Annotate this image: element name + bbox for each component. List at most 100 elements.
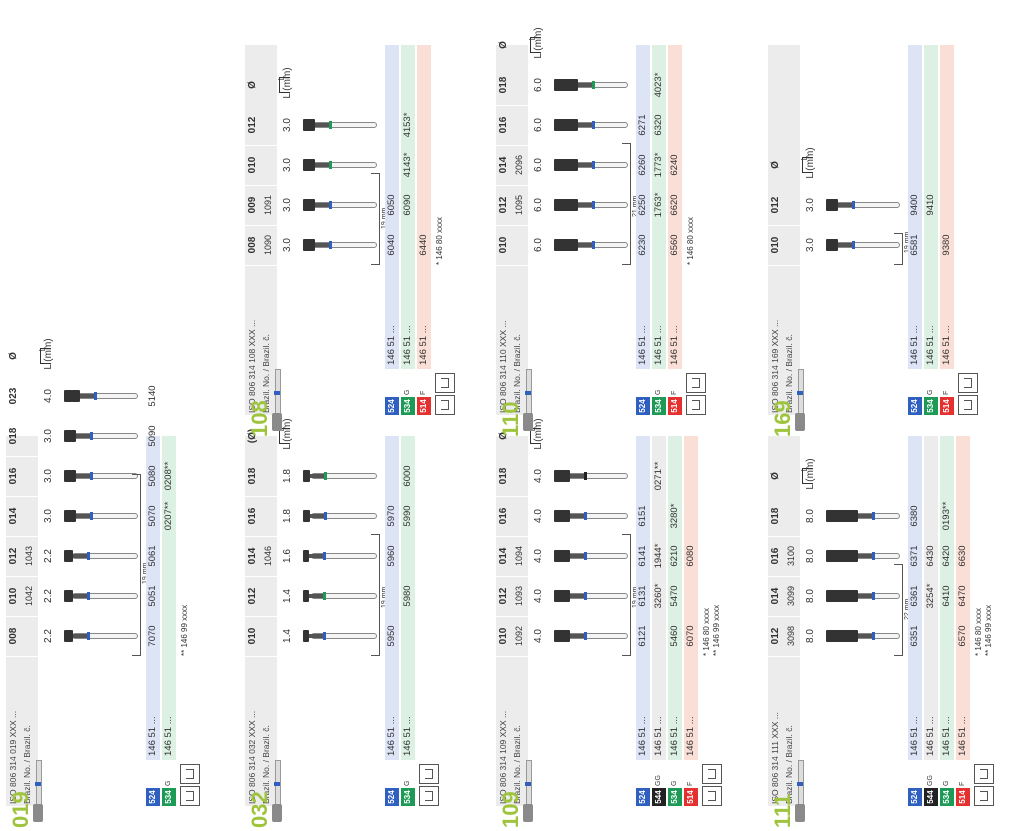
grit-label: GG [927,775,934,786]
length-value: 3.0 [282,238,293,252]
bur-band [90,432,93,440]
bur-head [826,590,858,602]
bur-head [554,159,578,171]
length-value: 4.0 [533,509,544,523]
color-code-badge: 534 [401,788,415,806]
color-code-badge: 534 [401,397,415,415]
tooth-preparation-icon [702,764,722,784]
bur-head [795,804,805,822]
length-value: 3.0 [805,238,816,252]
length-value: 8.0 [805,509,816,523]
iso-number: ISO 806 314 019 XXX ... [8,710,18,804]
product-panel-019: ISO 806 314 019 XXX ... Brazil. No. / Bra… [6,338,218,806]
size-018: 018 [498,467,509,485]
order-number: 5990 [402,505,413,527]
grit-label: GG [655,775,662,786]
bur-drawing [824,496,904,536]
product-panel-169: ISO 806 314 169 XXX ... Brazil. No. / Bra… [768,45,980,415]
color-code-badge: 524 [636,397,650,415]
table-header: ISO 806 314 108 XXX ... Brazil. No. / Bra… [245,45,277,415]
length-value: 6.0 [533,198,544,212]
size-010: 010 [247,156,258,174]
bur-neck [570,634,584,638]
bur-drawing [552,65,632,105]
bur-head [64,470,76,482]
header-separator [496,265,528,266]
order-row-524: 524 146 51 ... 6121 6131 6141 6151 [636,436,650,806]
header-separator [245,225,277,226]
color-code-badge: 524 [385,397,399,415]
order-row-534: 534 G 146 51 ... 5460 5470 6210 3280* [668,436,682,806]
order-number: 6361 [909,585,920,607]
brazil-prefix: 146 51 ... [925,325,936,365]
bur-drawing [552,225,632,265]
order-number: 5090 [147,425,158,447]
size-012: 012 [247,116,258,134]
grit-label: G [927,389,934,395]
bur-head [33,804,43,822]
order-number: 6250 [637,194,648,216]
order-number: 5980 [402,585,413,607]
brazil-prefix: 146 51 ... [957,716,968,756]
iso-number: ISO 806 314 109 XXX ... [498,710,508,804]
header-separator [768,536,800,537]
usage-icons [180,436,202,806]
bur-head [795,413,805,431]
tooth-preparation-icon [435,395,455,415]
bur-drawing [62,536,142,576]
grit-label: G [671,780,678,786]
size-010: 010 [498,236,509,254]
bur-head [554,510,570,522]
header-separator [768,616,800,617]
length-scale [371,534,380,656]
brazil-prefix: 146 51 ... [941,716,952,756]
order-row-524: 524 146 51 ... 6351 6361 6371 6380 [908,436,922,806]
diameter-label: Ø [8,352,19,360]
length-value: 1.4 [282,629,293,643]
length-diagram-label: L [800,466,809,472]
header-separator [245,185,277,186]
color-code-badge: 534 [668,788,682,806]
order-row-534: 534 G 146 51 ... 0207** 0208** [162,436,176,806]
bur-band [324,512,328,520]
bur-band [86,552,90,560]
grit-label: G [404,780,411,786]
bur-neck [76,434,90,438]
order-number: 6271 [637,114,648,136]
bur-band [584,632,587,640]
order-number: 6121 [637,625,648,647]
order-number: 1763* [653,192,664,218]
bur-band [323,592,326,600]
length-value: 4.0 [533,469,544,483]
bur-band [86,592,90,600]
bur-head [303,470,311,482]
tooth-preparation-icon [958,395,978,415]
size-018: 018 [770,507,781,525]
length-value: 8.0 [805,589,816,603]
tooth-preparation-icon [180,786,200,806]
header-separator [245,656,277,657]
bur-head [303,550,310,562]
bur-neck [72,634,87,638]
size-016: 016 [247,507,258,525]
tooth-preparation-icon [180,764,200,784]
bur-neck [858,594,872,598]
bur-band [274,782,280,786]
size-008: 008 [247,236,258,254]
bur-band [90,512,93,520]
color-code-badge: 544 [652,788,666,806]
bur-head [64,630,73,642]
order-number: 6210 [669,545,680,567]
order-row-514: 514 F 146 51 ... 6440 [417,45,431,415]
size-014: 014 [498,156,509,174]
brazil-number: 1090 [263,234,273,256]
iso-number: ISO 806 314 111 XXX ... [770,712,780,804]
order-number: 6070 [685,625,696,647]
bur-neck [72,554,87,558]
bur-neck [578,243,592,247]
order-number: 6000 [402,465,413,487]
size-014: 014 [498,547,509,565]
header-separator [245,576,277,577]
product-panel-032: ISO 806 314 032 XXX ... Brazil. No. / Bra… [245,418,457,806]
order-number: 6040 [386,234,397,256]
